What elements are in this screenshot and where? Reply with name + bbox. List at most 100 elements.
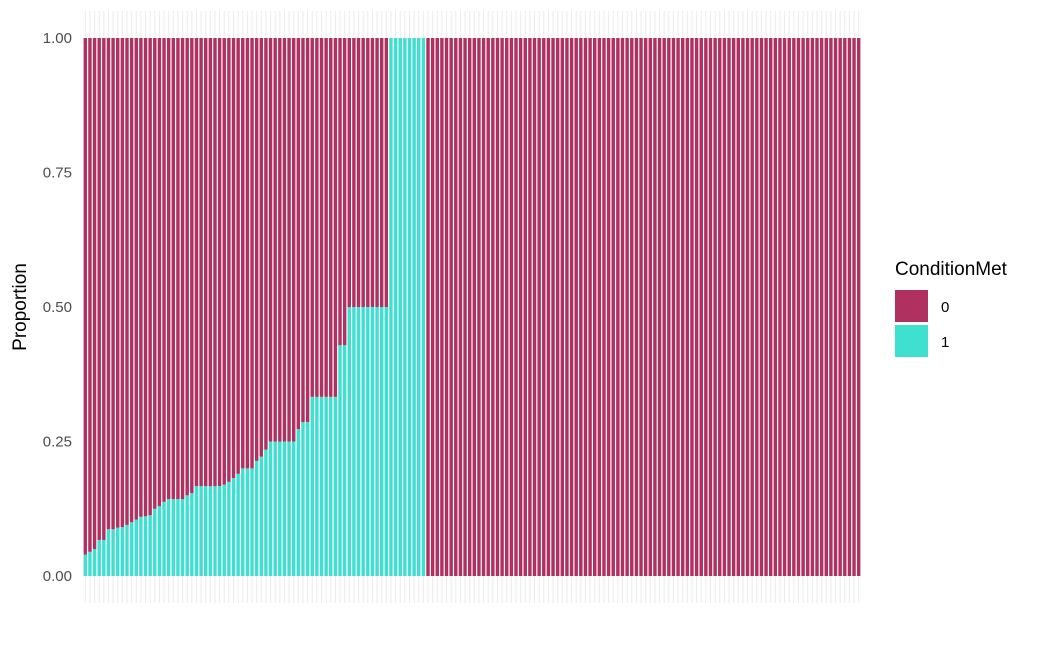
- bar-segment-1: [217, 486, 222, 576]
- bar-group: [393, 38, 398, 576]
- bar-segment-0: [560, 38, 565, 576]
- bar-group: [125, 38, 129, 576]
- bar-group: [569, 38, 574, 576]
- bar-segment-0: [245, 38, 250, 469]
- bar-segment-0: [180, 38, 185, 500]
- bar-segment-0: [745, 38, 750, 576]
- bar-segment-0: [435, 38, 439, 576]
- bar-group: [625, 38, 629, 576]
- bar-group: [810, 38, 815, 576]
- bar-segment-1: [88, 551, 92, 576]
- bar-segment-0: [347, 38, 351, 307]
- bar-group: [250, 38, 254, 576]
- bar-segment-0: [185, 38, 189, 496]
- bar-group: [741, 38, 745, 576]
- bar-segment-0: [254, 38, 259, 461]
- bar-group: [523, 38, 527, 576]
- bar-segment-0: [259, 38, 264, 457]
- bar-segment-0: [801, 38, 805, 576]
- bar-segment-1: [412, 38, 416, 576]
- bar-group: [472, 38, 477, 576]
- bar-segment-1: [157, 506, 162, 576]
- bar-group: [616, 38, 620, 576]
- bar-segment-0: [722, 38, 727, 576]
- bar-group: [532, 38, 537, 576]
- bar-segment-1: [315, 396, 319, 576]
- bar-segment-1: [403, 38, 407, 576]
- bar-segment-1: [171, 499, 176, 576]
- bar-segment-0: [120, 38, 125, 528]
- bar-group: [102, 38, 106, 576]
- bar-segment-0: [685, 38, 690, 576]
- bar-segment-0: [759, 38, 764, 576]
- bar-segment-1: [199, 486, 203, 576]
- bar-segment-1: [352, 307, 356, 576]
- bar-segment-0: [426, 38, 430, 576]
- bar-group: [176, 38, 180, 576]
- bar-group: [88, 38, 92, 576]
- bar-segment-0: [171, 38, 176, 500]
- bar-segment-1: [116, 527, 120, 576]
- legend: ConditionMet 01: [895, 259, 1008, 357]
- bar-group: [838, 38, 842, 576]
- bar-segment-0: [324, 38, 328, 397]
- bar-segment-0: [847, 38, 852, 576]
- bar-segment-0: [542, 38, 546, 576]
- bar-segment-1: [148, 515, 152, 576]
- bar-segment-0: [625, 38, 629, 576]
- bar-segment-0: [648, 38, 653, 576]
- bar-group: [477, 38, 481, 576]
- bars-layer: [83, 38, 861, 576]
- bar-group: [440, 38, 444, 576]
- bar-group: [412, 38, 416, 576]
- bar-group: [690, 38, 694, 576]
- bar-group: [685, 38, 690, 576]
- bar-segment-1: [227, 481, 231, 576]
- bar-segment-0: [352, 38, 356, 307]
- bar-group: [166, 38, 171, 576]
- bar-segment-0: [162, 38, 166, 502]
- bar-group: [444, 38, 449, 576]
- bar-segment-1: [356, 307, 361, 576]
- bar-group: [268, 38, 273, 576]
- bar-group: [319, 38, 324, 576]
- bar-group: [180, 38, 185, 576]
- bar-segment-0: [296, 38, 301, 430]
- bar-segment-0: [755, 38, 759, 576]
- y-tick-label: 1.00: [43, 30, 72, 47]
- bar-group: [819, 38, 824, 576]
- bar-segment-1: [366, 307, 370, 576]
- bar-group: [773, 38, 778, 576]
- bar-group: [342, 38, 347, 576]
- bar-segment-0: [806, 38, 810, 576]
- y-tick-label: 0.50: [43, 299, 72, 316]
- bar-group: [384, 38, 389, 576]
- bar-segment-0: [620, 38, 625, 576]
- bar-segment-0: [495, 38, 500, 576]
- bar-group: [403, 38, 407, 576]
- bar-group: [514, 38, 518, 576]
- bar-segment-0: [583, 38, 588, 576]
- bar-group: [301, 38, 305, 576]
- bar-group: [597, 38, 602, 576]
- bar-segment-0: [282, 38, 287, 442]
- bar-group: [139, 38, 143, 576]
- bar-segment-0: [750, 38, 754, 576]
- bar-segment-1: [361, 307, 365, 576]
- bar-group: [500, 38, 504, 576]
- bar-group: [537, 38, 541, 576]
- bar-segment-0: [370, 38, 375, 307]
- bar-segment-0: [491, 38, 495, 576]
- bar-segment-1: [129, 522, 134, 576]
- bar-segment-0: [143, 38, 148, 517]
- bar-group: [750, 38, 754, 576]
- bar-segment-0: [125, 38, 129, 525]
- bar-segment-0: [213, 38, 217, 487]
- bar-group: [217, 38, 222, 576]
- bar-group: [680, 38, 685, 576]
- legend-swatch: [895, 325, 928, 357]
- bar-segment-0: [727, 38, 731, 576]
- bar-segment-0: [764, 38, 768, 576]
- bar-group: [657, 38, 662, 576]
